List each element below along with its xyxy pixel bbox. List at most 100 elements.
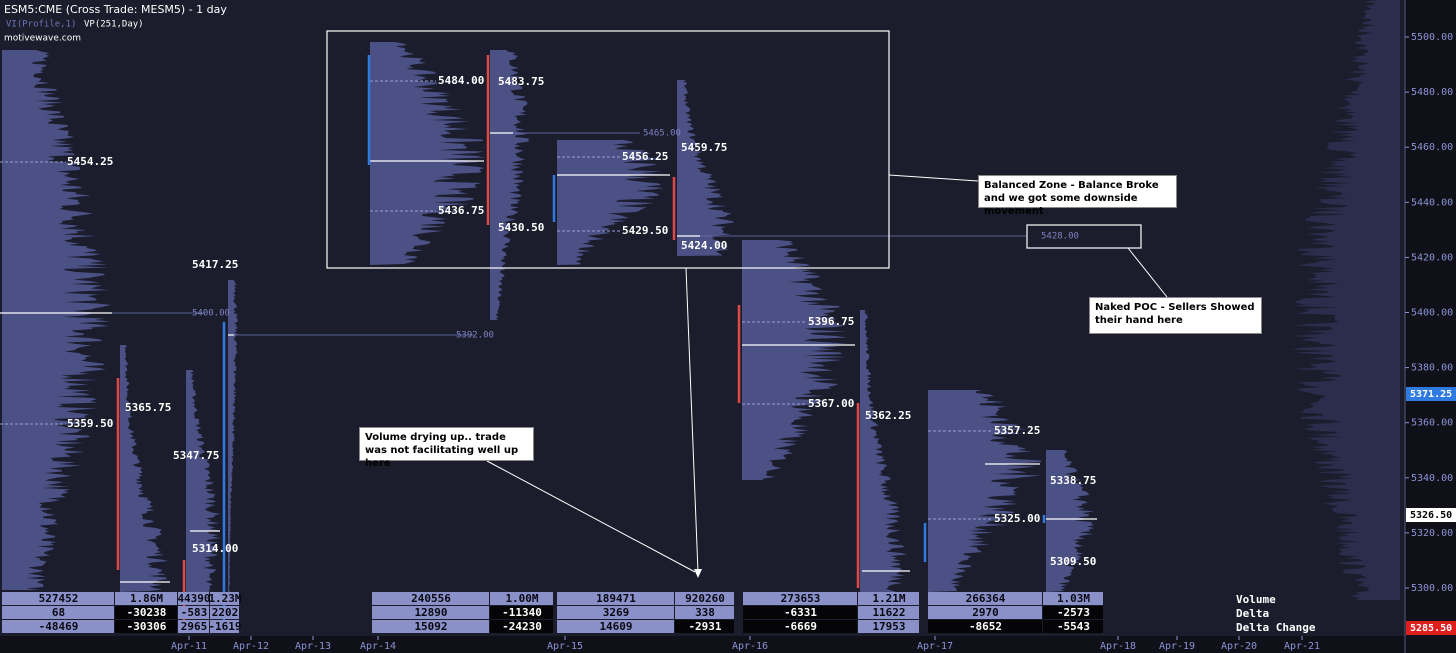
stat-cell [858, 606, 919, 619]
stat-value: 15092 [414, 620, 447, 633]
stat-value: 266364 [966, 592, 1006, 605]
stat-cell [557, 620, 674, 633]
annotation: Naked POC - Sellers Showed their hand he… [1089, 297, 1262, 334]
stat-value: -30238 [127, 606, 167, 619]
stat-row-label: Volume [1236, 593, 1276, 606]
stat-cell [858, 620, 919, 633]
stat-value: 527452 [39, 592, 79, 605]
volume-profile [557, 140, 665, 265]
level-label: 5309.50 [1050, 555, 1096, 568]
stat-cell [1043, 620, 1103, 633]
stat-value: -583 [181, 606, 208, 619]
stat-cell [1043, 592, 1103, 605]
stat-cell [178, 606, 209, 619]
volume-profile [1046, 450, 1095, 592]
volume-profile [2, 50, 112, 590]
stat-value: 68 [52, 606, 65, 619]
stat-cell [210, 592, 239, 605]
stat-value: 1.00M [505, 592, 538, 605]
level-label-small: 5392.00 [456, 331, 494, 341]
stat-cell [115, 606, 177, 619]
volume-profile [370, 42, 486, 265]
price-label: 5300.00 [1411, 583, 1453, 594]
volume-profile [228, 280, 238, 600]
stat-value: -48469 [39, 620, 79, 633]
annotation: Balanced Zone - Balance Broke and we got… [978, 175, 1177, 217]
stat-cell [372, 620, 489, 633]
level-label: 5325.00 [994, 512, 1040, 525]
price-label: 5400.00 [1411, 308, 1453, 319]
connector [685, 267, 699, 573]
level-label-small: 5428.00 [1041, 232, 1079, 242]
volume-profile [186, 370, 221, 592]
level-label: 5436.75 [438, 204, 484, 217]
price-label: 5380.00 [1411, 363, 1453, 374]
stat-value: 189471 [596, 592, 636, 605]
stat-cell [115, 620, 177, 633]
price-marker-label: 5371.25 [1410, 389, 1452, 400]
date-label: Apr-14 [360, 641, 396, 652]
stat-value: 11622 [872, 606, 905, 619]
volume-profile [742, 240, 848, 480]
date-label: Apr-12 [233, 641, 269, 652]
stat-cell [928, 592, 1042, 605]
level-label-small: 5400.00 [192, 309, 230, 319]
highlight-box [326, 30, 890, 269]
date-axis-bg [0, 636, 1405, 653]
stat-cell [178, 592, 209, 605]
stat-value: 338 [695, 606, 715, 619]
stat-value: 44390 [177, 592, 210, 605]
level-label: 5362.25 [865, 409, 911, 422]
price-label: 5360.00 [1411, 418, 1453, 429]
date-label: Apr-16 [732, 641, 768, 652]
date-label: Apr-13 [295, 641, 331, 652]
price-marker [1406, 508, 1456, 522]
stat-value: 3269 [603, 606, 630, 619]
connector [486, 460, 696, 573]
date-label: Apr-20 [1221, 641, 1257, 652]
stat-cell [490, 592, 553, 605]
price-label: 5420.00 [1411, 252, 1453, 263]
price-label: 5440.00 [1411, 197, 1453, 208]
volume-profile [490, 50, 530, 320]
stat-value: -1619 [208, 620, 241, 633]
stat-cell [743, 606, 857, 619]
stat-row-label: Delta Change [1236, 621, 1316, 634]
stat-value: 12890 [414, 606, 447, 619]
level-label: 5456.25 [622, 150, 668, 163]
stat-value: -6331 [784, 606, 817, 619]
annotation: Volume drying up.. trade was not facilit… [359, 427, 534, 469]
level-label: 5367.00 [808, 397, 854, 410]
stat-cell [675, 592, 734, 605]
stat-value: -6669 [784, 620, 817, 633]
volume-profile [677, 80, 735, 256]
stat-cell [372, 606, 489, 619]
stat-cell [928, 620, 1042, 633]
arrow-head [694, 569, 702, 578]
price-marker-label: 5326.50 [1410, 510, 1452, 521]
indicator: VP(251,Day) [84, 20, 144, 30]
level-label: 5459.75 [681, 141, 727, 154]
stat-cell [557, 606, 674, 619]
level-label: 5338.75 [1050, 474, 1096, 487]
level-label: 5357.25 [994, 424, 1040, 437]
stat-cell [210, 620, 239, 633]
stat-value: 2965 [181, 620, 208, 633]
level-label: 5347.75 [173, 449, 219, 462]
price-label: 5500.00 [1411, 32, 1453, 43]
indicator: VI(Profile,1) [6, 20, 76, 30]
stat-value: 1.03M [1057, 592, 1090, 605]
level-label: 5483.75 [498, 75, 544, 88]
volume-profile [860, 310, 908, 592]
date-label: Apr-21 [1284, 641, 1320, 652]
source: motivewave.com [4, 34, 81, 44]
stat-value: -11340 [502, 606, 542, 619]
stat-value: -30306 [127, 620, 167, 633]
price-marker-label: 5285.50 [1410, 623, 1452, 634]
stat-cell [2, 592, 114, 605]
level-label: 5314.00 [192, 542, 238, 555]
price-label: 5340.00 [1411, 473, 1453, 484]
highlight-box [1026, 224, 1142, 249]
stat-value: 1.23M [208, 592, 241, 605]
level-label: 5454.25 [67, 155, 113, 168]
